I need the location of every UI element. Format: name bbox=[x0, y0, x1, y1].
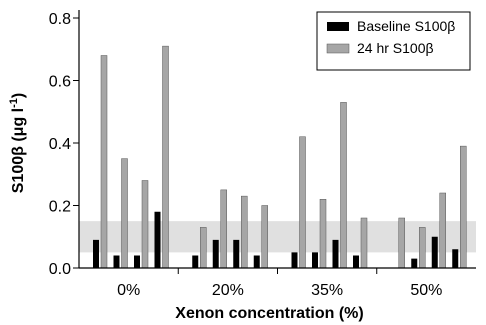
bar-baseline bbox=[212, 239, 219, 268]
y-tick-label: 0.0 bbox=[49, 261, 71, 278]
x-tick-label: 35% bbox=[311, 282, 343, 299]
x-axis-title: Xenon concentration (%) bbox=[175, 305, 363, 322]
bar-24hr bbox=[261, 205, 268, 269]
x-tick-label: 50% bbox=[410, 282, 442, 299]
bar-24hr bbox=[460, 145, 467, 269]
bar-24hr bbox=[360, 217, 368, 269]
x-tick-label: 20% bbox=[212, 282, 244, 299]
bar-baseline bbox=[411, 258, 418, 268]
bar-baseline bbox=[192, 255, 199, 268]
bar-baseline bbox=[93, 239, 99, 268]
legend-swatch bbox=[327, 22, 349, 31]
bar-24hr bbox=[398, 217, 405, 269]
bar-baseline bbox=[312, 252, 318, 268]
bar-24hr bbox=[162, 45, 169, 269]
y-tick-label: 0.6 bbox=[49, 74, 71, 91]
bar-baseline bbox=[253, 255, 260, 268]
legend-label: 24 hr S100β bbox=[357, 40, 434, 56]
y-tick-label: 0.4 bbox=[49, 136, 71, 153]
bar-24hr bbox=[340, 102, 347, 269]
y-tick-label: 0.8 bbox=[49, 11, 71, 28]
bar-24hr bbox=[241, 195, 248, 269]
y-tick-label: 0.2 bbox=[49, 199, 71, 216]
bar-baseline bbox=[233, 239, 240, 268]
bar-24hr bbox=[200, 227, 207, 269]
bar-baseline bbox=[154, 211, 161, 268]
x-tick-label: 0% bbox=[117, 282, 140, 299]
bar-24hr bbox=[439, 192, 446, 269]
legend-box bbox=[316, 11, 471, 71]
legend-label: Baseline S100β bbox=[357, 18, 455, 34]
bar-baseline bbox=[332, 239, 339, 268]
bar-24hr bbox=[419, 227, 426, 269]
bar-baseline bbox=[431, 236, 438, 268]
bar-baseline bbox=[134, 255, 140, 268]
bar-24hr bbox=[121, 158, 128, 269]
y-axis-title: S100β (μg l-1) bbox=[8, 93, 27, 193]
legend-swatch bbox=[326, 43, 350, 54]
reference-band bbox=[79, 221, 476, 253]
bar-24hr bbox=[100, 55, 108, 269]
bar-baseline bbox=[353, 255, 359, 268]
bar-24hr bbox=[299, 136, 306, 269]
bar-baseline bbox=[113, 255, 120, 268]
bar-24hr bbox=[141, 180, 149, 269]
bar-baseline bbox=[452, 249, 459, 268]
bar-baseline bbox=[291, 252, 298, 268]
bar-24hr bbox=[319, 199, 327, 269]
bar-24hr bbox=[220, 189, 227, 269]
